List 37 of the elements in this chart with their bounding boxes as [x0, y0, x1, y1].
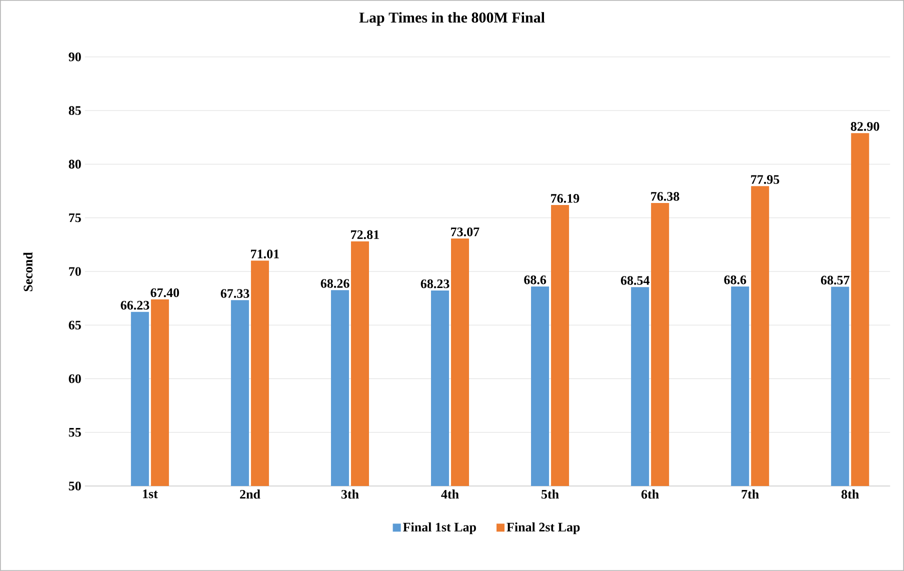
x-tick-label: 4th	[441, 490, 459, 499]
data-label: 82.90	[850, 122, 880, 131]
y-tick-label: 75	[69, 214, 81, 222]
x-tick-label: 8th	[842, 490, 859, 499]
data-label: 76.38	[651, 192, 680, 201]
data-label: 68.6	[524, 275, 546, 284]
legend-label: Final 2st Lap	[506, 522, 580, 534]
y-axis-title: Second	[23, 252, 32, 292]
data-label: 71.01	[251, 250, 279, 258]
data-label: 67.40	[150, 288, 180, 298]
y-tick-label: 55	[68, 428, 81, 437]
data-label: 77.95	[751, 175, 780, 184]
y-tick-label: 90	[68, 52, 81, 62]
x-tick-label: 5th	[542, 490, 559, 499]
data-label: 68.26	[320, 279, 350, 288]
data-label: 66.23	[120, 300, 150, 310]
data-label: 68.23	[420, 279, 450, 288]
x-tick-label: 6th	[641, 490, 659, 499]
y-tick-label: 80	[68, 160, 81, 169]
y-tick-label: 65	[68, 320, 81, 330]
legend-label: Final 1st Lap	[403, 522, 476, 534]
x-tick-label: 1st	[143, 490, 158, 498]
y-tick-label: 70	[69, 267, 81, 276]
x-tick-label: 3th	[341, 490, 359, 499]
x-tick-label: 2nd	[240, 490, 260, 499]
data-label: 68.57	[820, 276, 850, 285]
data-label: 72.81	[351, 230, 379, 240]
data-label: 68.54	[620, 276, 650, 285]
chart-title: Lap Times in the 800M Final	[359, 12, 545, 26]
y-tick-label: 50	[68, 482, 81, 490]
x-tick-label: 7th	[742, 490, 759, 499]
data-label: 73.07	[451, 228, 480, 236]
data-label: 67.33	[220, 289, 250, 298]
data-label: 76.19	[551, 194, 580, 203]
y-tick-label: 85	[68, 106, 81, 115]
y-tick-label: 60	[68, 374, 81, 384]
data-label: 68.6	[724, 275, 746, 284]
